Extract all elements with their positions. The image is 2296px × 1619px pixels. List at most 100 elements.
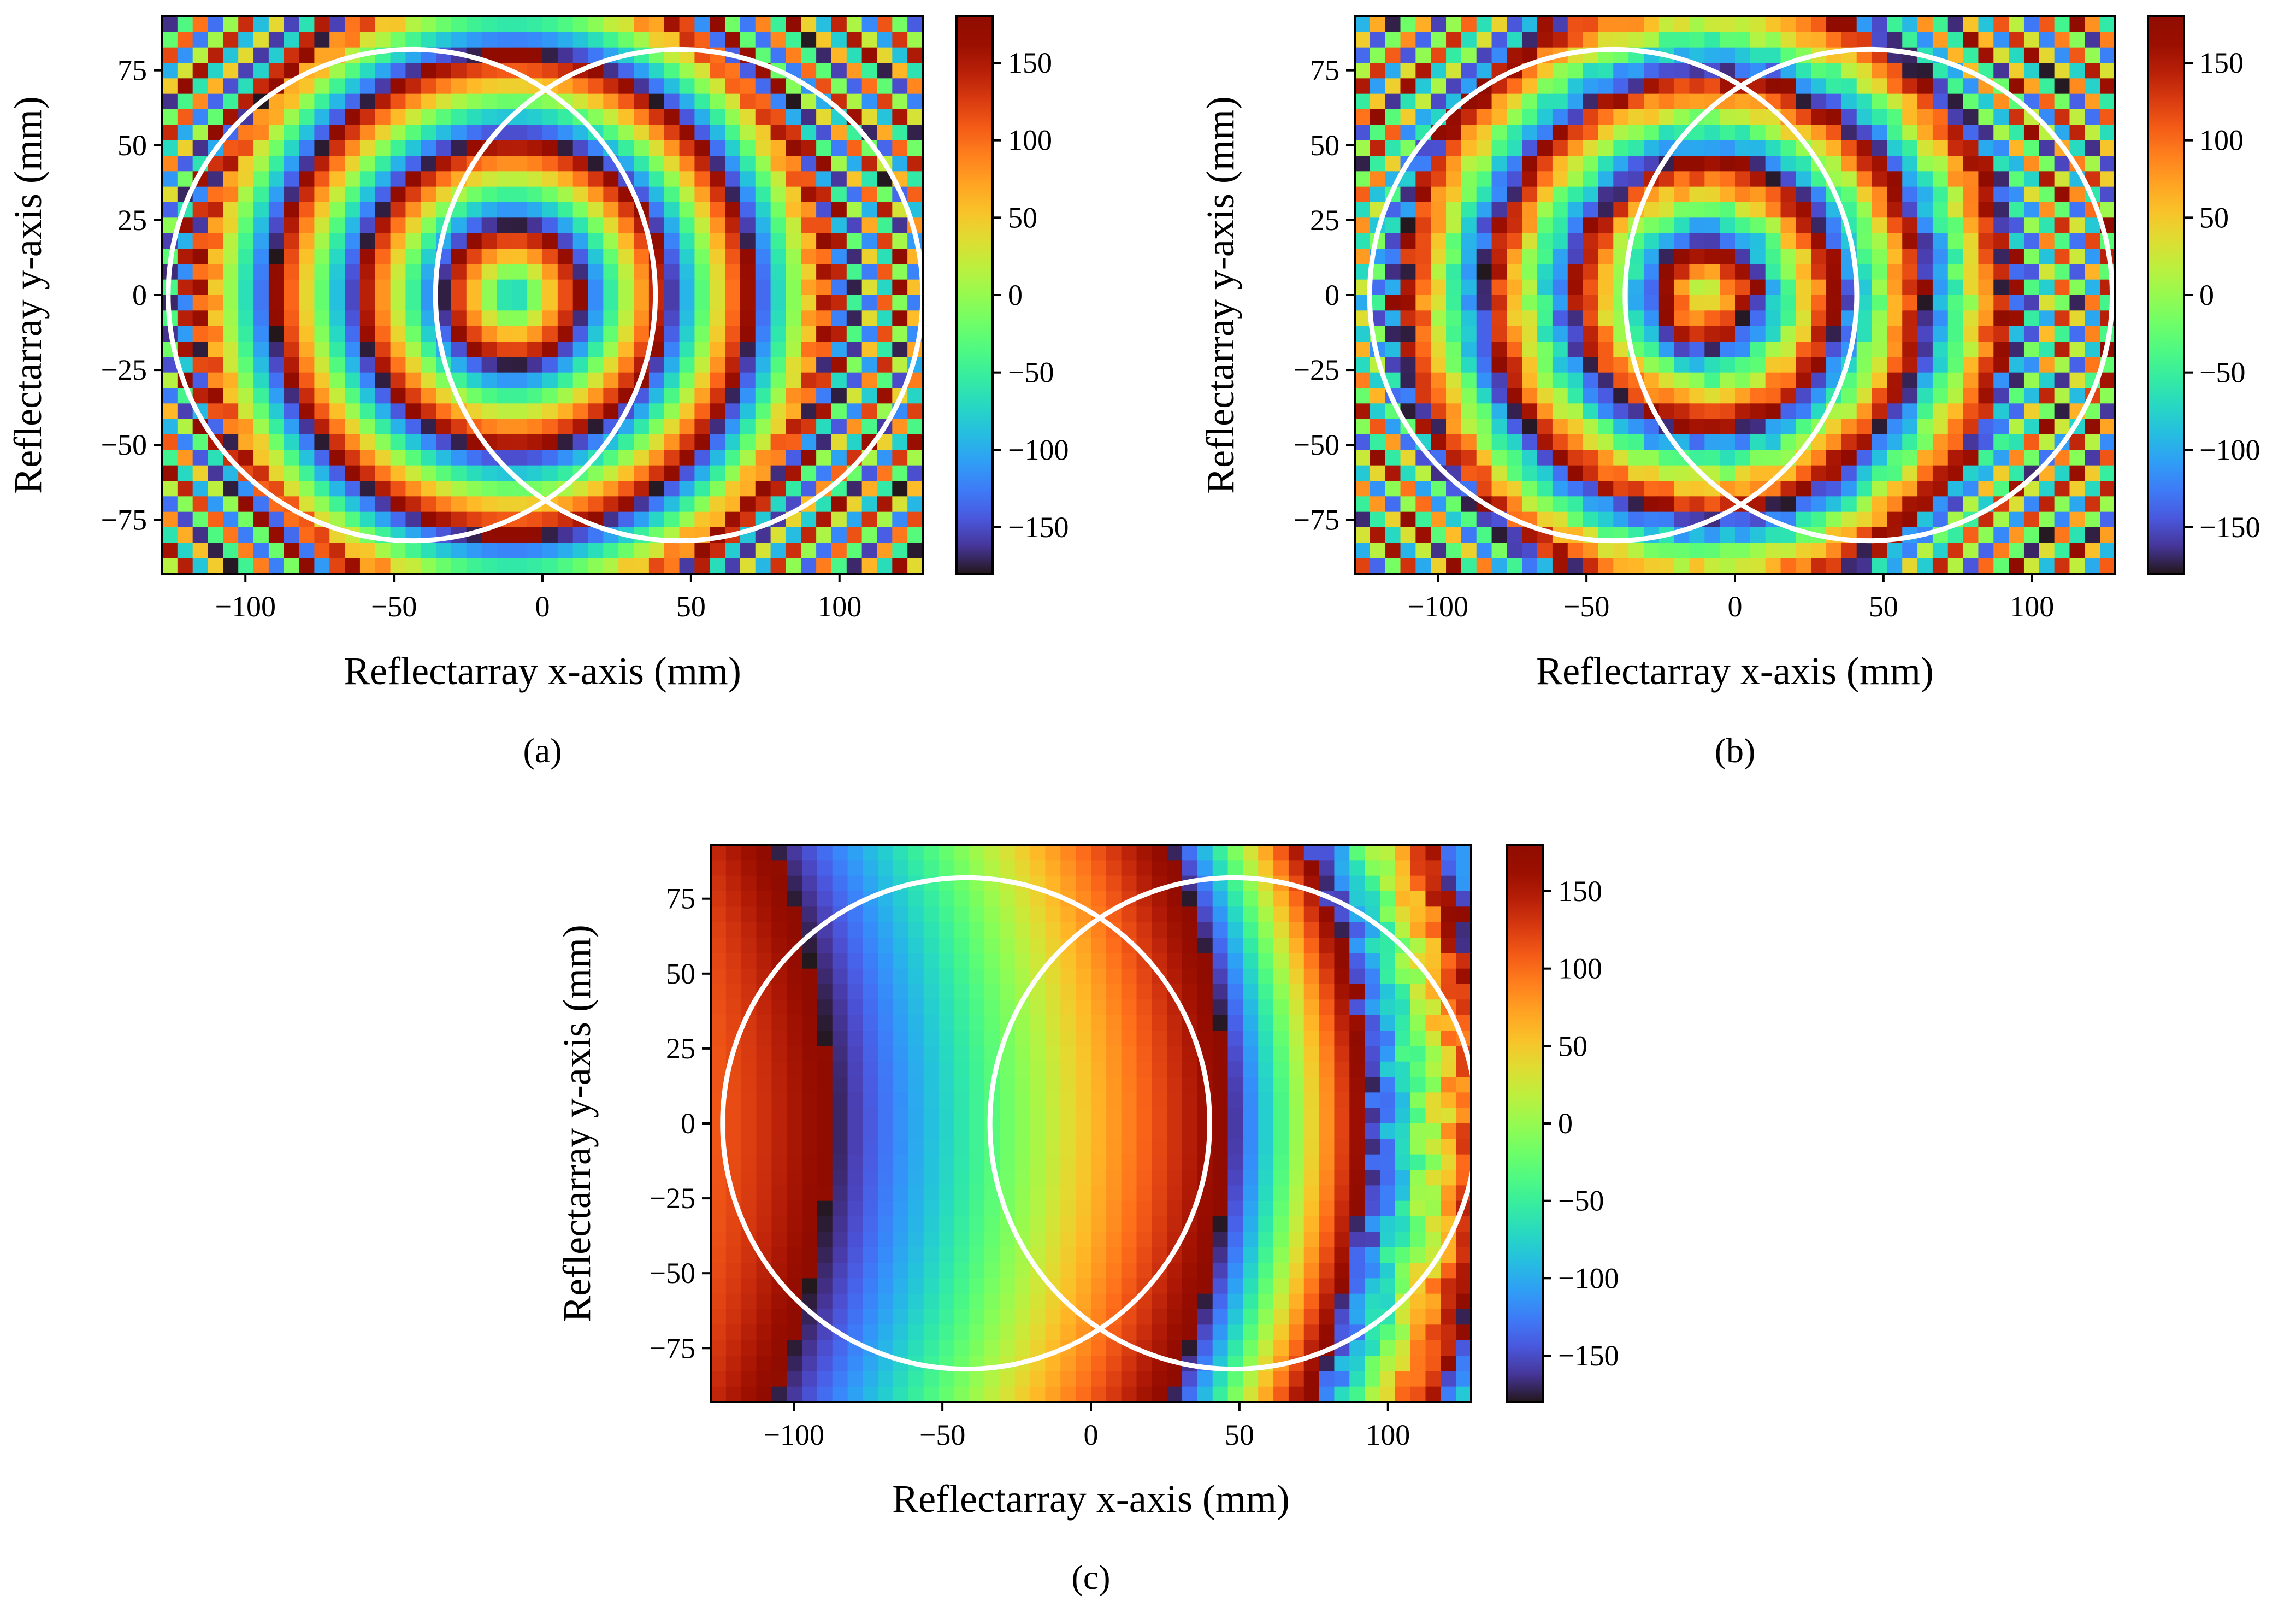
heatmap-cell [984, 1200, 1000, 1217]
heatmap-cell [1410, 1170, 1426, 1186]
heatmap-cell [939, 1015, 955, 1031]
heatmap-cell [923, 891, 940, 908]
heatmap-cell [786, 279, 802, 296]
heatmap-cell [787, 1154, 802, 1170]
heatmap-cell [2069, 310, 2086, 327]
heatmap-cell [223, 511, 239, 528]
heatmap-cell [542, 125, 558, 141]
heatmap-cell [740, 140, 756, 156]
heatmap-cell [208, 357, 224, 373]
heatmap-cell [648, 481, 665, 497]
heatmap-cell [1567, 465, 1584, 481]
heatmap-cell [1902, 465, 1918, 481]
heatmap-cell [238, 511, 254, 528]
heatmap-cell [1491, 156, 1508, 172]
heatmap-cell [557, 543, 574, 559]
heatmap-cell [1993, 217, 2009, 234]
heatmap-cell [192, 186, 209, 203]
heatmap-cell [1993, 63, 2009, 79]
heatmap-cell [1370, 434, 1386, 451]
heatmap-cell [832, 1232, 848, 1248]
heatmap-cell [2069, 16, 2086, 33]
heatmap-cell [1045, 1046, 1061, 1062]
heatmap-cell [1395, 1154, 1411, 1170]
heatmap-cell [1811, 543, 1827, 559]
heatmap-cell [1947, 249, 1964, 265]
heatmap-cell [405, 171, 422, 187]
heatmap-cell [2039, 47, 2055, 63]
heatmap-cell [542, 558, 558, 574]
heatmap-cell [1507, 156, 1523, 172]
heatmap-cell [1491, 388, 1508, 404]
heatmap-cell [1658, 233, 1675, 249]
heatmap-cell [2085, 342, 2100, 358]
heatmap-cell [755, 295, 771, 311]
heatmap-cell [1410, 1139, 1426, 1155]
heatmap-cell [634, 511, 650, 528]
heatmap-cell [907, 403, 923, 420]
heatmap-cell [603, 171, 619, 187]
heatmap-cell [2069, 202, 2086, 219]
heatmap-cell [1902, 233, 1918, 249]
heatmap-cell [1598, 419, 1614, 435]
heatmap-cell [1780, 140, 1797, 156]
heatmap-cell [1796, 93, 1811, 110]
heatmap-cell [2100, 372, 2115, 388]
heatmap-cell [314, 264, 330, 280]
heatmap-cell [1379, 1216, 1396, 1233]
heatmap-cell [892, 481, 908, 497]
heatmap-cell [679, 186, 695, 203]
heatmap-cell [1689, 32, 1705, 48]
heatmap-cell [1902, 342, 1918, 358]
heatmap-cell [223, 93, 239, 110]
heatmap-cell [1349, 891, 1365, 908]
heatmap-cell [1400, 217, 1416, 234]
heatmap-cell [208, 93, 224, 110]
heatmap-cell [1765, 372, 1781, 388]
heatmap-cell [664, 217, 680, 234]
heatmap-cell [1045, 968, 1061, 985]
heatmap-cell [1273, 1123, 1289, 1140]
heatmap-cell [1902, 109, 1918, 126]
heatmap-cell [1583, 156, 1599, 172]
heatmap-cell [846, 543, 863, 559]
heatmap-cell [954, 906, 970, 923]
heatmap-cell [1826, 434, 1842, 451]
heatmap-cell [1902, 295, 1918, 311]
heatmap-cell [405, 249, 422, 265]
heatmap-cell [1446, 388, 1462, 404]
heatmap-cell [1932, 125, 1949, 141]
heatmap-cell [802, 953, 818, 969]
heatmap-cell [1370, 295, 1386, 311]
heatmap-cell [1370, 186, 1386, 203]
heatmap-cell [817, 1123, 833, 1140]
heatmap-cell [1415, 186, 1431, 203]
heatmap-cell [1674, 109, 1690, 126]
heatmap-cell [1750, 279, 1766, 296]
heatmap-cell [831, 202, 847, 219]
heatmap-cell [1476, 481, 1492, 497]
heatmap-cell [1030, 1092, 1046, 1109]
heatmap-cell [755, 233, 771, 249]
heatmap-cell [572, 419, 589, 435]
heatmap-cell [861, 342, 878, 358]
heatmap-cell [984, 999, 1000, 1016]
heatmap-cell [2100, 511, 2115, 528]
heatmap-cell [725, 891, 742, 908]
heatmap-cell [1826, 326, 1842, 342]
heatmap-cell [238, 558, 254, 574]
heatmap-cell [1415, 78, 1431, 95]
heatmap-cell [1932, 310, 1949, 327]
heatmap-cell [1030, 845, 1046, 861]
heatmap-cell [1872, 388, 1888, 404]
heatmap-cell [954, 1077, 970, 1093]
heatmap-cell [1182, 1077, 1198, 1093]
heatmap-cell [832, 1108, 848, 1124]
heatmap-cell [1349, 922, 1365, 938]
heatmap-cell [603, 63, 619, 79]
heatmap-cell [1658, 357, 1675, 373]
heatmap-cell [1689, 357, 1705, 373]
heatmap-cell [1152, 1061, 1167, 1078]
heatmap-cell [177, 434, 193, 451]
heatmap-cell [2069, 47, 2086, 63]
